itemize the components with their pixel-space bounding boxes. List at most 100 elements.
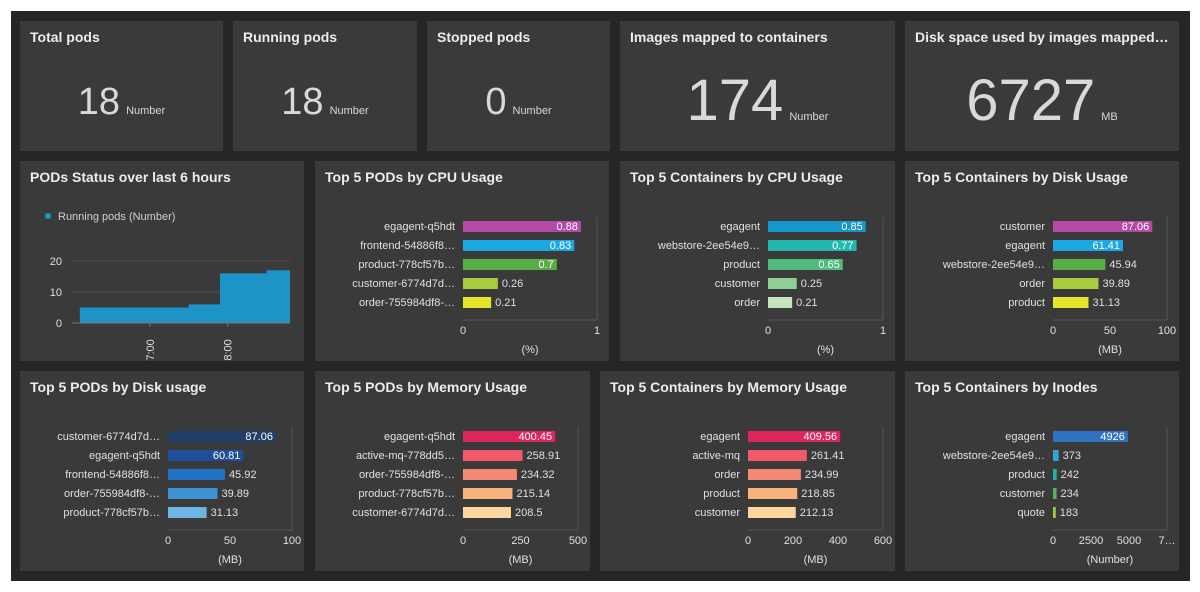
x-tick-label: 500	[569, 535, 587, 547]
bar-value-label: 60.81	[213, 450, 241, 462]
category-label: frontend-54886f8…	[360, 240, 455, 252]
bar[interactable]	[463, 469, 517, 480]
card-title: Total pods	[30, 29, 100, 45]
card-title: Running pods	[243, 29, 338, 45]
bar[interactable]	[168, 431, 276, 442]
bar[interactable]	[463, 507, 511, 518]
bar[interactable]	[768, 221, 866, 232]
x-axis-title: (MB)	[509, 554, 533, 566]
bar-value-label: 31.13	[1092, 297, 1120, 309]
bar[interactable]	[1053, 297, 1089, 308]
top-containers-cpu-card[interactable]: Top 5 Containers by CPU Usage egagent 0.8…	[620, 161, 895, 361]
bar[interactable]	[748, 469, 801, 480]
bar-value-label: 87.06	[245, 431, 273, 443]
total-pods-card[interactable]: Total pods 18 Number	[20, 21, 223, 151]
bar[interactable]	[748, 488, 798, 499]
bar[interactable]	[1053, 240, 1124, 251]
bar-value-label: 212.13	[800, 507, 834, 519]
bar-value-label: 215.14	[516, 488, 550, 500]
bar-value-label: 234.32	[521, 469, 555, 481]
bar[interactable]	[463, 221, 581, 232]
card-title: Stopped pods	[437, 29, 531, 45]
bar[interactable]	[1053, 507, 1056, 518]
dashboard: Total pods 18 Number Running pods 18 Num…	[11, 11, 1190, 581]
bar-value-label: 373	[1063, 450, 1081, 462]
x-tick-label: 1	[880, 325, 886, 337]
x-tick-label: 100	[1158, 325, 1176, 337]
x-axis-title: (MB)	[1098, 344, 1122, 356]
bar[interactable]	[463, 278, 498, 289]
stat-value-group: 6727 MB	[905, 67, 1179, 134]
area-series-running-pods[interactable]	[72, 270, 290, 323]
x-tick-label: 0	[460, 325, 466, 337]
bar[interactable]	[768, 240, 857, 251]
bar[interactable]	[463, 297, 492, 308]
x-axis-title: (%)	[521, 344, 538, 356]
x-tick-label: 5000	[1117, 535, 1141, 547]
category-label: webstore-2ee54e9…	[942, 450, 1045, 462]
bar[interactable]	[1053, 278, 1099, 289]
category-label: customer-6774d7d…	[352, 507, 455, 519]
category-label: order-755984df8-…	[64, 488, 160, 500]
bar[interactable]	[463, 259, 557, 270]
bar-value-label: 0.7	[539, 259, 554, 271]
bar-value-label: 183	[1060, 507, 1078, 519]
card-title: Disk space used by images mapped to…	[915, 29, 1171, 45]
category-label: egagent-q5hdt	[89, 450, 160, 462]
bar[interactable]	[748, 450, 807, 461]
bar-value-label: 0.88	[556, 221, 577, 233]
images-mapped-card[interactable]: Images mapped to containers 174 Number	[620, 21, 895, 151]
category-label: customer	[695, 507, 741, 519]
bar[interactable]	[768, 259, 843, 270]
top-pods-memory-card[interactable]: Top 5 PODs by Memory Usage egagent-q5hdt…	[315, 371, 590, 571]
bar[interactable]	[463, 240, 575, 251]
bar[interactable]	[748, 431, 841, 442]
top-containers-inodes-card[interactable]: Top 5 Containers by Inodes egagent 4926 we…	[905, 371, 1179, 571]
bar[interactable]	[168, 450, 244, 461]
top-pods-disk-card[interactable]: Top 5 PODs by Disk usage customer-6774d7…	[20, 371, 304, 571]
x-tick-label: 100	[283, 535, 301, 547]
bar[interactable]	[1053, 469, 1057, 480]
top-pods-cpu-card[interactable]: Top 5 PODs by CPU Usage egagent-q5hdt 0.8…	[315, 161, 609, 361]
bar[interactable]	[1053, 431, 1128, 442]
bar[interactable]	[168, 507, 207, 518]
bar[interactable]	[768, 297, 793, 308]
x-tick-label: 1	[594, 325, 600, 337]
x-tick-label: 17:00	[145, 339, 157, 361]
bar[interactable]	[1053, 450, 1059, 461]
bar[interactable]	[1053, 488, 1057, 499]
stopped-pods-card[interactable]: Stopped pods 0 Number	[427, 21, 610, 151]
disk-space-card[interactable]: Disk space used by images mapped to… 672…	[905, 21, 1179, 151]
bar[interactable]	[1053, 259, 1106, 270]
stat-value: 174	[686, 68, 784, 133]
bar-value-label: 258.91	[527, 450, 561, 462]
bar-value-label: 4926	[1100, 431, 1124, 443]
category-label: customer-6774d7d…	[57, 431, 160, 443]
bar[interactable]	[168, 488, 218, 499]
bar[interactable]	[768, 278, 797, 289]
category-label: egagent	[700, 431, 740, 443]
x-tick-label: 0	[165, 535, 171, 547]
y-tick-label: 20	[50, 256, 62, 268]
bar-value-label: 208.5	[515, 507, 543, 519]
bar[interactable]	[748, 507, 796, 518]
top-containers-disk-card[interactable]: Top 5 Containers by Disk Usage customer 8…	[905, 161, 1179, 361]
category-label: product	[1008, 469, 1045, 481]
running-pods-card[interactable]: Running pods 18 Number	[233, 21, 417, 151]
bar-value-label: 261.41	[811, 450, 845, 462]
stat-unit: MB	[1101, 111, 1118, 123]
card-title: Images mapped to containers	[630, 29, 828, 45]
pods-status-card[interactable]: PODs Status over last 6 hours Running po…	[20, 161, 304, 361]
category-label: product	[723, 259, 760, 271]
bar[interactable]	[1053, 221, 1153, 232]
bar[interactable]	[168, 469, 225, 480]
y-tick-label: 0	[56, 318, 62, 330]
category-label: egagent-q5hdt	[384, 431, 455, 443]
bar-chart: egagent-q5hdt 400.45 active-mq-778dd5… 258.…	[352, 427, 587, 566]
category-label: webstore-2ee54e9…	[657, 240, 760, 252]
bar-value-label: 0.21	[796, 297, 817, 309]
bar[interactable]	[463, 450, 523, 461]
bar[interactable]	[463, 431, 556, 442]
bar[interactable]	[463, 488, 513, 499]
top-containers-memory-card[interactable]: Top 5 Containers by Memory Usage egagent…	[600, 371, 895, 571]
